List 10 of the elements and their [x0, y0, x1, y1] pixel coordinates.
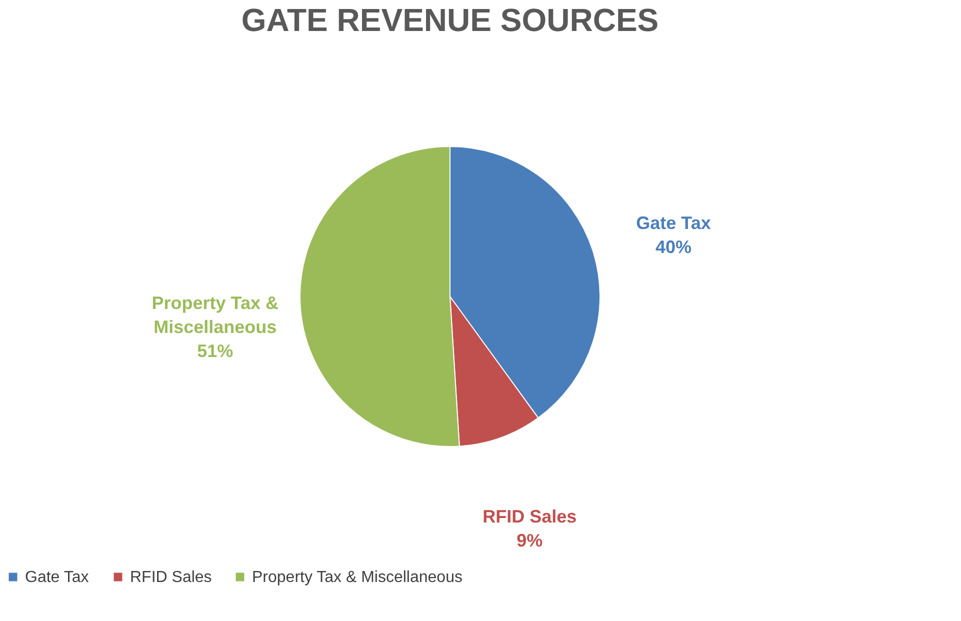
legend-label: RFID Sales [130, 569, 212, 586]
legend-label: Property Tax & Miscellaneous [252, 569, 462, 586]
slice-label: Property Tax & Miscellaneous [152, 292, 278, 337]
chart-title: GATE REVENUE SOURCES [241, 2, 659, 38]
legend-label: Gate Tax [25, 569, 89, 586]
data-label: 40% [655, 236, 692, 257]
slice-label: Gate Tax [636, 212, 711, 233]
data-label: 9% [516, 530, 543, 551]
data-label: 51% [197, 340, 234, 361]
slice-label: RFID Sales [482, 506, 577, 527]
